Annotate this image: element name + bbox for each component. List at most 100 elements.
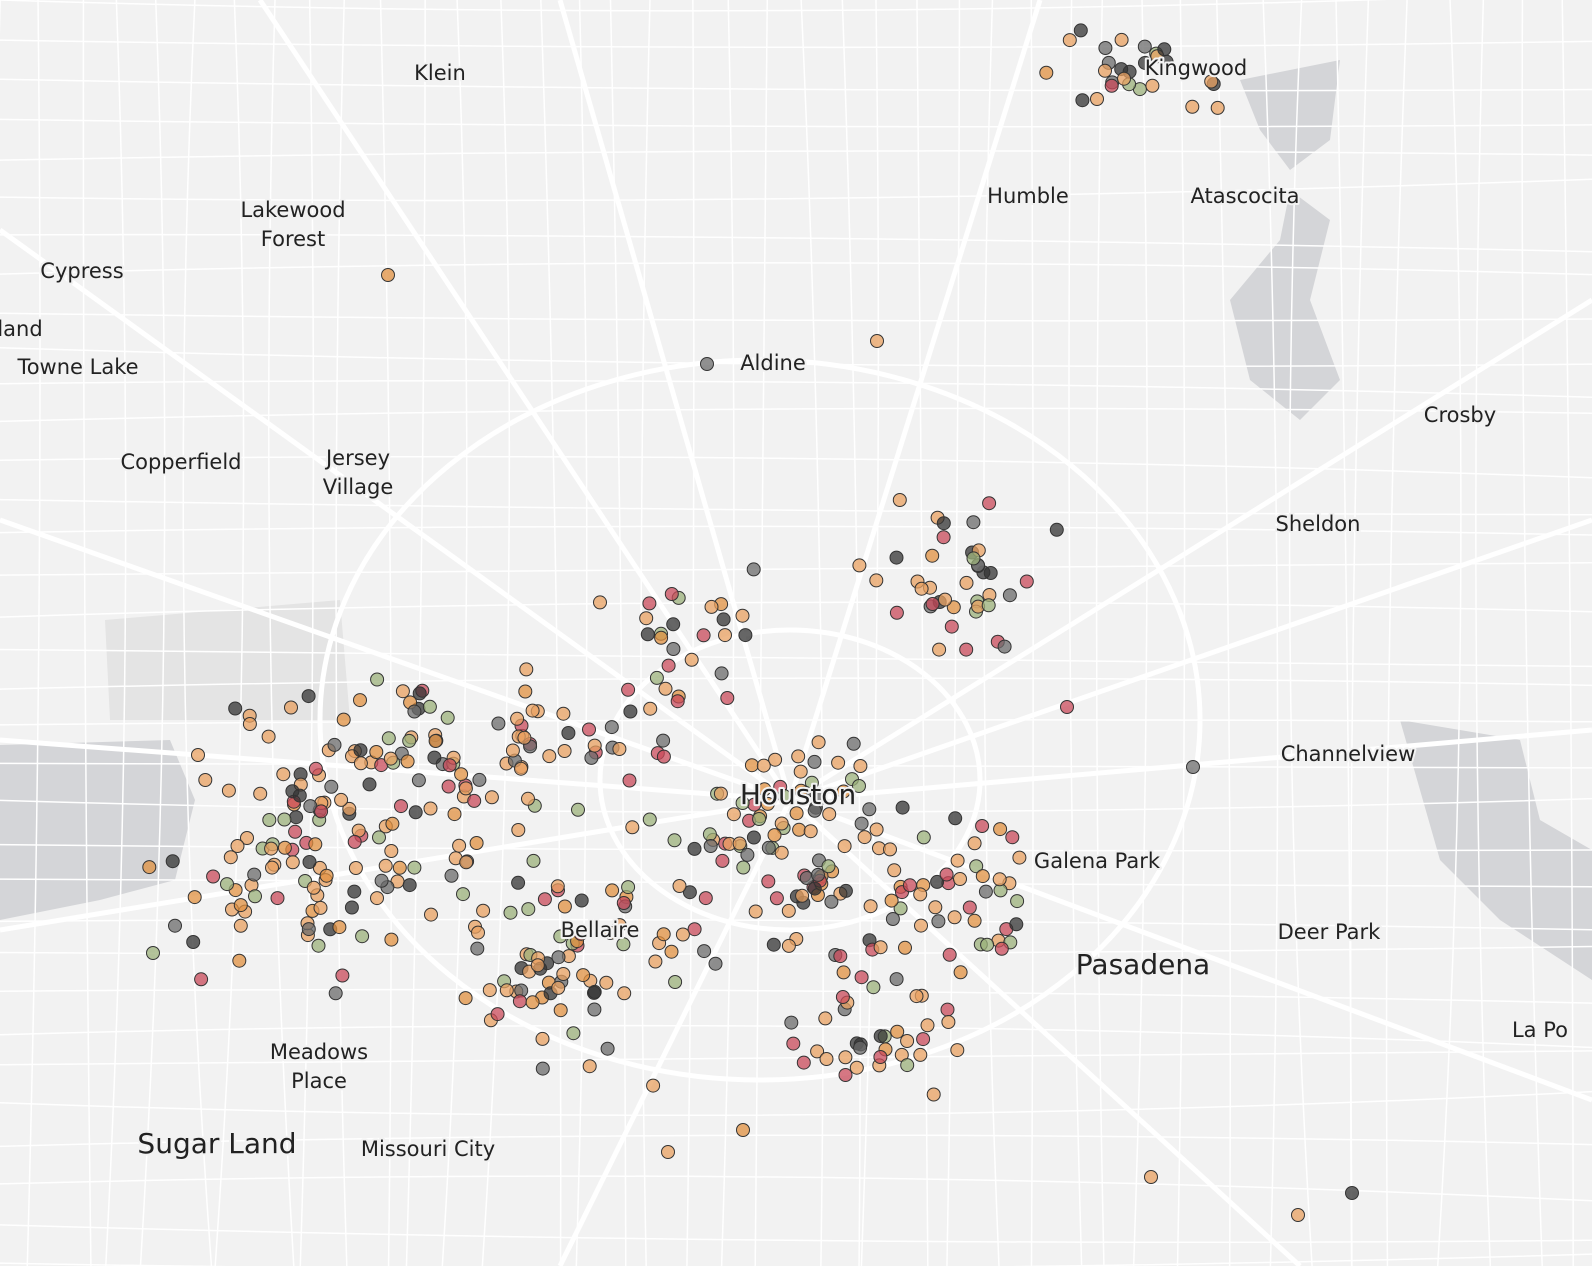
map-marker[interactable]: [233, 918, 248, 933]
map-marker[interactable]: [427, 750, 442, 765]
map-marker[interactable]: [334, 792, 349, 807]
map-marker[interactable]: [230, 839, 245, 853]
place-label[interactable]: land: [0, 315, 45, 343]
map-marker[interactable]: [981, 598, 996, 613]
map-marker[interactable]: [402, 733, 417, 748]
map-marker[interactable]: [378, 858, 393, 873]
map-marker[interactable]: [833, 949, 848, 964]
map-marker[interactable]: [1104, 78, 1119, 93]
map-marker[interactable]: [400, 754, 415, 769]
map-marker[interactable]: [667, 833, 682, 848]
map-marker[interactable]: [708, 956, 723, 971]
place-label[interactable]: Lakewood: [238, 196, 347, 224]
map-marker[interactable]: [914, 581, 929, 596]
place-label[interactable]: Meadows: [268, 1038, 370, 1066]
map-marker[interactable]: [518, 684, 533, 699]
place-label[interactable]: Pasadena: [1074, 946, 1212, 983]
map-marker[interactable]: [950, 853, 965, 868]
map-marker[interactable]: [838, 883, 853, 898]
map-marker[interactable]: [869, 573, 884, 588]
map-marker[interactable]: [703, 839, 718, 853]
map-marker[interactable]: [1060, 700, 1074, 714]
map-marker[interactable]: [314, 804, 329, 819]
map-marker[interactable]: [1002, 588, 1017, 603]
map-marker[interactable]: [716, 612, 731, 627]
map-marker[interactable]: [332, 920, 347, 935]
map-marker[interactable]: [514, 761, 528, 776]
map-marker[interactable]: [916, 1032, 931, 1047]
map-marker[interactable]: [870, 334, 884, 348]
map-marker[interactable]: [587, 1002, 602, 1017]
map-marker[interactable]: [642, 596, 657, 611]
map-marker[interactable]: [1098, 41, 1113, 55]
map-marker[interactable]: [936, 516, 951, 531]
map-marker[interactable]: [582, 1059, 597, 1074]
map-marker[interactable]: [890, 1024, 905, 1039]
map-marker[interactable]: [889, 972, 904, 987]
map-marker[interactable]: [893, 901, 908, 916]
map-marker[interactable]: [837, 839, 852, 854]
map-marker[interactable]: [561, 726, 576, 740]
map-marker[interactable]: [372, 830, 386, 845]
map-marker[interactable]: [670, 694, 685, 709]
map-marker[interactable]: [142, 860, 157, 875]
map-marker[interactable]: [718, 628, 732, 643]
place-label[interactable]: Galena Park: [1032, 847, 1163, 875]
map-marker[interactable]: [517, 730, 532, 745]
map-marker[interactable]: [672, 879, 687, 893]
map-marker[interactable]: [454, 767, 469, 782]
map-marker[interactable]: [240, 831, 254, 845]
map-marker[interactable]: [428, 734, 443, 748]
map-marker[interactable]: [913, 887, 928, 902]
map-marker[interactable]: [384, 932, 399, 947]
map-marker[interactable]: [854, 970, 869, 985]
map-marker[interactable]: [1137, 39, 1152, 54]
map-marker[interactable]: [928, 900, 943, 915]
map-marker[interactable]: [793, 764, 808, 779]
map-marker[interactable]: [774, 845, 789, 860]
map-marker[interactable]: [810, 1044, 825, 1059]
map-marker[interactable]: [748, 904, 763, 919]
map-marker[interactable]: [980, 937, 995, 952]
map-marker[interactable]: [944, 619, 959, 634]
map-marker[interactable]: [1185, 99, 1200, 114]
map-marker[interactable]: [1159, 54, 1174, 69]
map-marker[interactable]: [704, 599, 719, 614]
map-marker[interactable]: [1345, 1186, 1359, 1200]
map-marker[interactable]: [884, 893, 899, 908]
map-marker[interactable]: [938, 592, 952, 607]
map-marker[interactable]: [499, 983, 514, 998]
map-marker[interactable]: [1010, 894, 1025, 909]
map-marker[interactable]: [542, 749, 557, 764]
place-label[interactable]: Cypress: [38, 257, 125, 285]
map-marker[interactable]: [459, 855, 474, 870]
map-marker[interactable]: [916, 830, 931, 845]
map-marker[interactable]: [1117, 71, 1131, 86]
map-marker[interactable]: [285, 855, 300, 870]
map-marker[interactable]: [946, 600, 961, 615]
map-marker[interactable]: [576, 968, 591, 983]
map-marker[interactable]: [571, 802, 585, 817]
map-marker[interactable]: [648, 954, 663, 969]
map-marker[interactable]: [698, 891, 713, 906]
map-marker[interactable]: [1186, 760, 1200, 774]
map-marker[interactable]: [505, 743, 520, 758]
map-marker[interactable]: [953, 872, 967, 886]
map-marker[interactable]: [347, 834, 362, 849]
map-marker[interactable]: [939, 867, 954, 882]
map-marker[interactable]: [1073, 23, 1088, 38]
map-marker[interactable]: [643, 701, 658, 716]
map-marker[interactable]: [277, 840, 292, 855]
map-marker[interactable]: [900, 1034, 915, 1048]
place-label[interactable]: Place: [289, 1067, 349, 1095]
map-marker[interactable]: [807, 803, 822, 818]
place-label[interactable]: Towne Lake: [14, 353, 140, 381]
map-marker[interactable]: [362, 777, 377, 792]
map-marker[interactable]: [738, 628, 753, 643]
map-marker[interactable]: [440, 710, 455, 725]
map-marker[interactable]: [168, 918, 182, 933]
map-marker[interactable]: [812, 791, 827, 806]
map-marker[interactable]: [791, 749, 806, 764]
map-marker[interactable]: [792, 822, 807, 837]
map-marker[interactable]: [165, 854, 180, 869]
